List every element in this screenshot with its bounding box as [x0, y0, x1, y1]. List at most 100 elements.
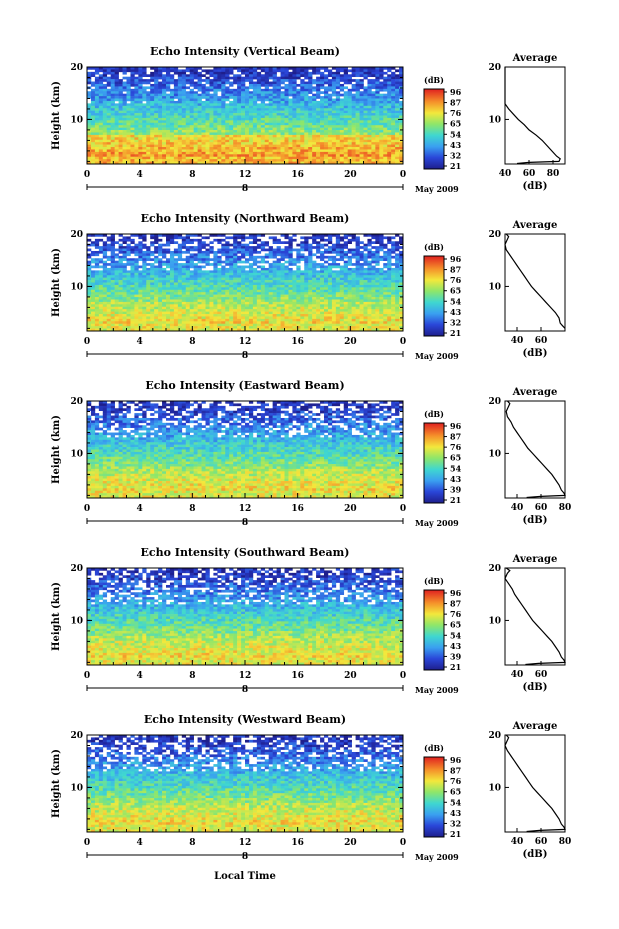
average-frame [504, 567, 566, 666]
colorbar-tick-label: 96 [450, 588, 462, 598]
average-profile-line [504, 233, 566, 329]
x-tick-label: 12 [239, 337, 252, 347]
day-label: 8 [242, 685, 248, 695]
colorbar-tick-label: 76 [450, 442, 462, 452]
day-label: 8 [242, 518, 248, 528]
x-tick-label: 12 [239, 170, 252, 180]
y-tick-label: 20 [70, 397, 83, 407]
average-y-tick-label: 20 [488, 397, 501, 407]
average-x-tick-label: 40 [511, 336, 524, 346]
average-x-label: (dB) [523, 849, 548, 860]
panel-title: Echo Intensity (Eastward Beam) [145, 379, 344, 392]
colorbar-unit: (dB) [424, 743, 444, 753]
colorbar [423, 255, 445, 337]
average-title: Average [512, 220, 558, 231]
average-y-tick-label: 10 [488, 282, 501, 292]
average-x-tick-label: 40 [511, 503, 524, 513]
colorbar-tick-label: 65 [450, 787, 461, 797]
colorbar-tick-label: 21 [450, 829, 461, 839]
heatmap-cells [87, 568, 404, 666]
colorbar [423, 88, 445, 170]
colorbar-tick-label: 76 [450, 275, 462, 285]
x-tick-label: 0 [84, 838, 90, 848]
y-tick-label: 20 [70, 564, 83, 574]
colorbar-tick-label: 43 [450, 474, 462, 484]
x-tick-label: 8 [189, 671, 195, 681]
colorbar-tick-label: 54 [450, 797, 462, 807]
panel-1: Echo Intensity (Vertical Beam) 10 20 Height… [51, 45, 566, 194]
x-tick-label: 0 [84, 504, 90, 514]
colorbar-tick-label: 43 [450, 808, 462, 818]
day-label: 8 [242, 351, 248, 361]
colorbar [423, 422, 445, 504]
x-axis-label: Local Time [214, 871, 276, 882]
panel-title: Echo Intensity (Northward Beam) [141, 212, 350, 225]
x-tick-label: 8 [189, 838, 195, 848]
x-tick-label: 0 [400, 838, 406, 848]
colorbar-tick-label: 87 [450, 766, 461, 776]
colorbar-unit: (dB) [424, 75, 444, 85]
y-tick-label: 10 [70, 282, 83, 292]
y-axis-label: Height (km) [51, 749, 62, 818]
colorbar-tick-label: 76 [450, 609, 462, 619]
colorbar-tick-label: 32 [450, 818, 461, 828]
average-x-tick-label: 60 [535, 670, 548, 680]
x-tick-label: 12 [239, 838, 252, 848]
heatmap-cells [87, 401, 404, 499]
average-x-tick-label: 80 [559, 837, 572, 847]
average-x-label: (dB) [523, 515, 548, 526]
average-y-tick-label: 20 [488, 63, 501, 73]
average-x-tick-label: 60 [535, 837, 548, 847]
y-tick-label: 20 [70, 731, 83, 741]
x-tick-label: 4 [137, 838, 143, 848]
average-x-tick-label: 80 [559, 503, 572, 513]
colorbar-tick-label: 65 [450, 286, 461, 296]
colorbar-tick-label: 76 [450, 108, 462, 118]
colorbar-unit: (dB) [424, 242, 444, 252]
x-tick-label: 0 [400, 170, 406, 180]
x-tick-label: 16 [291, 838, 304, 848]
x-tick-label: 8 [189, 170, 195, 180]
y-axis-label: Height (km) [51, 248, 62, 317]
colorbar-unit: (dB) [424, 409, 444, 419]
colorbar-tick-label: 65 [450, 453, 461, 463]
colorbar-tick-label: 87 [450, 432, 461, 442]
average-y-tick-label: 10 [488, 783, 501, 793]
x-tick-label: 20 [344, 170, 357, 180]
colorbar-tick-label: 65 [450, 620, 461, 630]
date-label: May 2009 [415, 852, 459, 862]
x-tick-label: 4 [137, 504, 143, 514]
average-x-label: (dB) [523, 181, 548, 192]
colorbar [423, 756, 445, 838]
colorbar-tick-label: 43 [450, 140, 462, 150]
date-label: May 2009 [415, 518, 459, 528]
average-x-tick-label: 40 [511, 670, 524, 680]
x-tick-label: 0 [400, 504, 406, 514]
average-y-tick-label: 10 [488, 449, 501, 459]
x-tick-label: 20 [344, 504, 357, 514]
colorbar-tick-label: 54 [450, 463, 462, 473]
y-tick-label: 10 [70, 783, 83, 793]
average-x-tick-label: 40 [499, 169, 512, 179]
y-tick-label: 10 [70, 449, 83, 459]
day-label: 8 [242, 852, 248, 862]
x-tick-label: 0 [84, 337, 90, 347]
colorbar-tick-label: 96 [450, 254, 462, 264]
colorbar-tick-label: 21 [450, 161, 461, 171]
panel-5: Echo Intensity (Westward Beam) 10 20 Height… [51, 713, 571, 862]
date-label: May 2009 [415, 685, 459, 695]
x-tick-label: 0 [84, 170, 90, 180]
colorbar-tick-label: 87 [450, 599, 461, 609]
panel-3: Echo Intensity (Eastward Beam) 10 20 Height… [51, 379, 571, 528]
average-y-tick-label: 10 [488, 616, 501, 626]
x-tick-label: 12 [239, 671, 252, 681]
panel-title: Echo Intensity (Vertical Beam) [150, 45, 340, 58]
average-x-tick-label: 60 [535, 503, 548, 513]
colorbar-tick-label: 76 [450, 776, 462, 786]
panel-2: Echo Intensity (Northward Beam) 10 20 Heigh… [51, 212, 566, 361]
average-frame [504, 233, 566, 332]
colorbar-tick-label: 21 [450, 662, 461, 672]
colorbar-tick-label: 21 [450, 328, 461, 338]
x-tick-label: 20 [344, 838, 357, 848]
